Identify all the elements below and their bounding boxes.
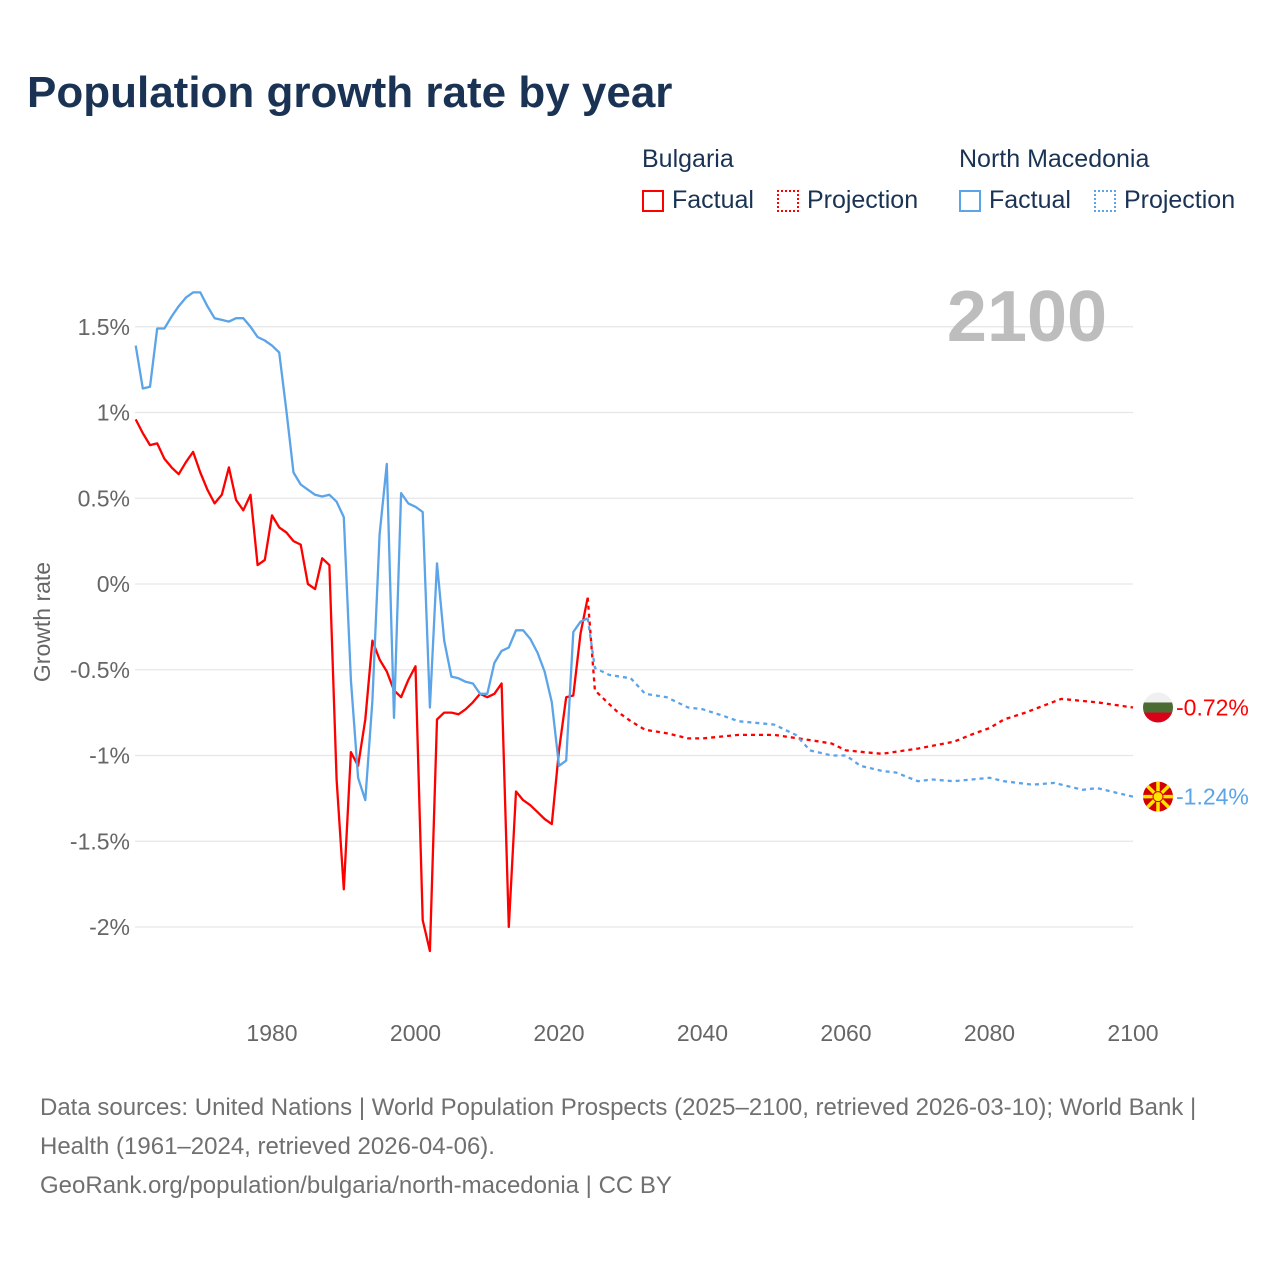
x-tick-label: 2080 (964, 1020, 1015, 1046)
bulgaria-factual-line (134, 418, 589, 953)
north-macedonia-flag-icon (1143, 781, 1173, 812)
dotted-swatch-icon (1093, 189, 1116, 212)
y-axis-label: Growth rate (29, 562, 55, 682)
dotted-swatch-icon (776, 189, 799, 212)
end-value-label: -0.72% (1176, 694, 1249, 720)
y-tick-label: 1% (97, 400, 130, 426)
legend-label: Projection (1123, 186, 1236, 214)
legend-label: Projection (806, 186, 919, 214)
legend-bulgaria: Bulgaria Factual Projection (642, 145, 934, 219)
y-tick-label: 1.5% (78, 314, 130, 340)
legend-item-nm-projection[interactable]: Projection (1093, 186, 1236, 215)
legend-title-north-macedonia: North Macedonia (959, 145, 1150, 173)
legend-item-bulgaria-factual[interactable]: Factual (642, 186, 754, 215)
x-tick-label: 2040 (677, 1020, 728, 1046)
y-tick-label: -1.5% (70, 828, 130, 854)
x-tick-label: 2000 (390, 1020, 441, 1046)
legend-north-macedonia: North Macedonia Factual Projection (959, 145, 1235, 219)
current-year-label: 2100 (947, 277, 1107, 357)
y-tick-label: -1% (89, 743, 130, 769)
solid-swatch-icon (959, 189, 981, 212)
y-tick-label: 0.5% (78, 485, 130, 511)
x-tick-label: 2020 (533, 1020, 584, 1046)
y-tick-label: -0.5% (70, 657, 130, 683)
x-tick-label: 2100 (1107, 1020, 1158, 1046)
x-tick-label: 2060 (820, 1020, 871, 1046)
legend-label: Factual (989, 186, 1071, 214)
bulgaria-projection-line (586, 597, 1134, 755)
legend-label: Factual (672, 186, 754, 214)
legend-item-nm-factual[interactable]: Factual (959, 186, 1071, 215)
end-value-label: -1.24% (1176, 784, 1249, 810)
north-macedonia-projection-line (586, 618, 1134, 798)
y-tick-label: 0% (97, 571, 130, 597)
x-tick-label: 1980 (246, 1020, 297, 1046)
data-sources: Data sources: United Nations | World Pop… (40, 1094, 1197, 1160)
legend-item-bulgaria-projection[interactable]: Projection (776, 186, 919, 215)
y-tick-label: -2% (89, 914, 130, 940)
chart-title: Population growth rate by year (27, 68, 673, 117)
bulgaria-flag-icon (1143, 692, 1173, 723)
legend-title-bulgaria: Bulgaria (642, 145, 734, 173)
footer: Data sources: United Nations | World Pop… (40, 1088, 1240, 1205)
credit-link[interactable]: GeoRank.org/population/bulgaria/north-ma… (40, 1172, 672, 1199)
solid-swatch-icon (642, 189, 664, 212)
north-macedonia-factual-line (134, 291, 589, 802)
